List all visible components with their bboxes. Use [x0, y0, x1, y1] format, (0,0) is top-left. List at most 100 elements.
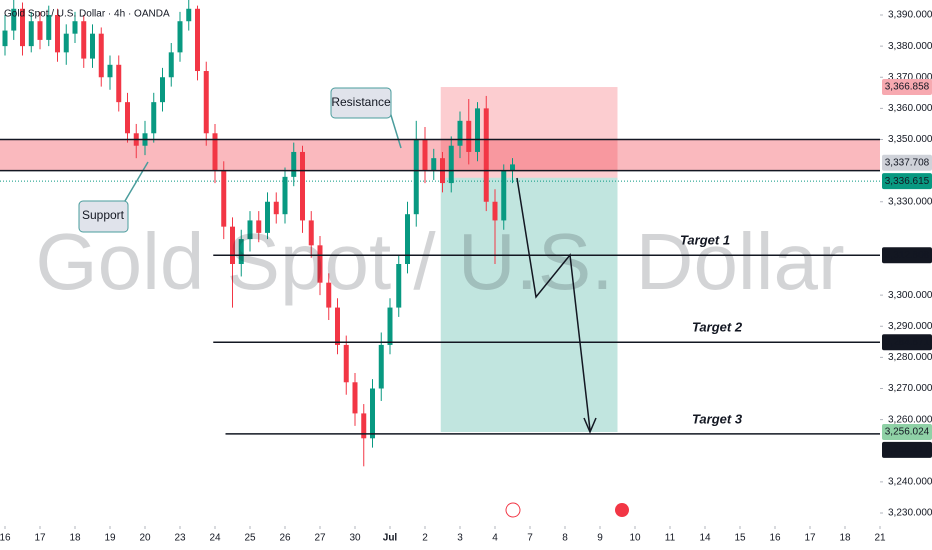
- candle-body: [387, 307, 393, 345]
- candle-body: [300, 151, 305, 221]
- candle-body: [98, 33, 104, 78]
- x-tick-label: Jul: [383, 533, 398, 544]
- candle-body: [501, 170, 507, 221]
- x-tick-label: 18: [69, 533, 81, 544]
- candle-body: [370, 388, 375, 439]
- candle-body: [186, 8, 192, 22]
- x-tick-label: 2: [422, 533, 428, 544]
- x-tick-label: 8: [562, 533, 568, 544]
- x-tick-label: 21: [874, 533, 886, 544]
- y-tick-label: 3,360.000: [888, 103, 932, 114]
- x-tick-label: 9: [597, 533, 603, 544]
- candle-body: [212, 133, 218, 171]
- candle-body: [2, 30, 8, 47]
- candle-body: [55, 15, 60, 53]
- candle-body: [361, 413, 367, 439]
- x-tick-label: 25: [244, 533, 256, 544]
- price-badge: [882, 154, 932, 171]
- x-tick-label: 10: [629, 533, 641, 544]
- y-tick-label: 3,300.000: [888, 290, 932, 301]
- candle-body: [308, 220, 314, 246]
- x-tick-label: 27: [314, 533, 326, 544]
- y-tick-label: 3,270.000: [888, 383, 932, 394]
- candle-body: [256, 220, 262, 233]
- y-tick-label: 3,260.000: [888, 414, 932, 425]
- candle-body: [265, 201, 270, 233]
- candle-body: [81, 21, 87, 59]
- candle-body: [492, 201, 498, 221]
- candle-body: [291, 151, 297, 177]
- y-tick-label: 3,290.000: [888, 321, 932, 332]
- candle-body: [90, 33, 95, 59]
- price-badge-label: 3,255.417: [885, 445, 930, 456]
- price-badge: [882, 173, 932, 190]
- y-tick-label: 3,380.000: [888, 41, 932, 52]
- candle-body: [475, 108, 480, 152]
- y-tick-label: 3,370.000: [888, 72, 932, 83]
- price-badge-label: 3,337.708: [885, 157, 930, 168]
- candle-body: [396, 264, 402, 308]
- candle-body: [177, 21, 183, 53]
- candle-body: [46, 15, 52, 40]
- callout-box: [78, 200, 129, 233]
- candle-body: [247, 220, 253, 240]
- x-tick-label: 7: [527, 533, 533, 544]
- callout-pointer: [121, 161, 149, 207]
- y-tick-label: 3,330.000: [888, 196, 932, 207]
- price-badge-label: 3,366.858: [885, 82, 930, 93]
- candle-body: [11, 8, 17, 31]
- x-tick-label: 23: [174, 533, 186, 544]
- candle-body: [72, 21, 78, 34]
- price-badge-label: 3,284.871: [885, 337, 930, 348]
- candle-body: [317, 245, 323, 283]
- candle-body: [431, 158, 437, 171]
- callout-box: [330, 87, 392, 119]
- event-icon[interactable]: [505, 502, 521, 518]
- event-icon[interactable]: [615, 503, 629, 517]
- candle-body: [20, 8, 25, 47]
- candle-body: [326, 282, 332, 308]
- x-tick-label: 17: [34, 533, 46, 544]
- arrow-head: [583, 417, 597, 434]
- x-tick-label: 20: [139, 533, 151, 544]
- price-badge-label: 3,256.024: [885, 427, 930, 438]
- y-tick-label: 3,280.000: [888, 352, 932, 363]
- candle-body: [37, 21, 43, 40]
- candle-body: [151, 102, 157, 134]
- candle-body: [457, 120, 463, 146]
- callout-pointer: [389, 111, 402, 149]
- x-tick-label: 11: [665, 533, 676, 544]
- candle-body: [343, 344, 349, 383]
- x-tick-label: 16: [769, 533, 781, 544]
- over-layer: Gold Spot / U.S. Dollar Gold Spot / U.S.…: [0, 9, 880, 518]
- candle-body: [195, 8, 200, 72]
- price-badge: [882, 334, 932, 351]
- price-badge: [882, 247, 932, 264]
- candle-body: [378, 344, 384, 389]
- x-tick-label: 16: [0, 533, 11, 544]
- price-badge: [882, 79, 932, 96]
- callout-text: Resistance: [331, 95, 391, 109]
- profit-area: [440, 177, 618, 433]
- x-tick-label: 14: [699, 533, 711, 544]
- x-tick-label: 3: [457, 533, 463, 544]
- target-label: Target 2: [692, 320, 743, 335]
- y-tick-label: 3,240.000: [888, 477, 932, 488]
- candle-body: [413, 139, 419, 215]
- callout-text: Support: [82, 208, 125, 222]
- x-tick-label: 15: [734, 533, 746, 544]
- x-tick-label: 4: [492, 533, 498, 544]
- candle-body: [116, 64, 122, 103]
- candle-body: [125, 102, 130, 134]
- candle-body: [230, 226, 235, 264]
- candle-body: [448, 145, 454, 184]
- candle-body: [483, 108, 489, 202]
- y-tick-label: 3,350.000: [888, 134, 932, 145]
- candle-body: [422, 139, 428, 171]
- candle-body: [405, 214, 410, 264]
- axis-layer: 16 17 18 19 20 23 24 25 26 27 30 Jul 2 3 4 7 8 9 10 11 14 15 1…: [0, 10, 932, 544]
- candle-layer: [2, 0, 515, 467]
- candle-body: [107, 64, 113, 78]
- price-badge: [882, 441, 932, 458]
